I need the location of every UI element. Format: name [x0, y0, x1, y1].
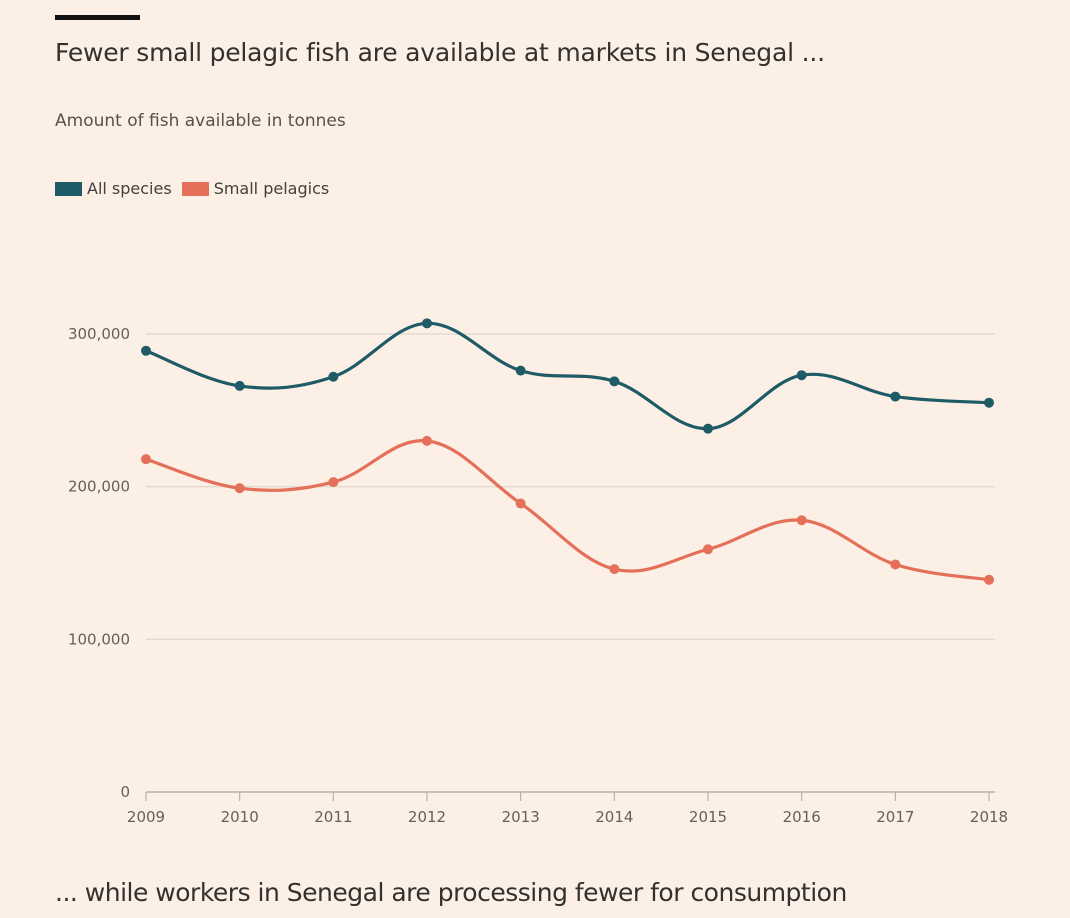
data-point-all-species	[890, 391, 901, 402]
data-point-all-species	[328, 371, 339, 382]
legend: All species Small pelagics	[55, 179, 339, 198]
chart-subtitle: Amount of fish available in tonnes	[55, 111, 346, 131]
legend-label-all-species: All species	[87, 179, 172, 198]
data-point-all-species	[234, 380, 245, 391]
data-point-all-species	[796, 370, 807, 381]
series-lines	[141, 318, 994, 585]
header-rule	[55, 15, 140, 20]
data-point-all-species	[703, 423, 713, 434]
data-point-all-species	[984, 397, 994, 408]
y-tick-label: 0	[120, 783, 130, 801]
series-line-small-pelagics	[144, 439, 991, 582]
series-small-pelagics	[141, 435, 994, 585]
x-tick-label: 2010	[221, 808, 259, 826]
data-point-small-pelagics	[609, 564, 620, 575]
x-tick-label: 2017	[876, 808, 914, 826]
data-point-small-pelagics	[422, 435, 432, 446]
chart-title: Fewer small pelagic fish are available a…	[55, 38, 825, 67]
series-line-all-species	[144, 321, 991, 431]
data-point-small-pelagics	[890, 559, 901, 570]
y-axis: 0 100,000 200,000 300,000	[68, 325, 130, 801]
legend-item-all-species: All species	[55, 179, 172, 198]
data-point-small-pelagics	[234, 483, 245, 494]
data-point-small-pelagics	[703, 544, 713, 555]
gridlines	[146, 333, 995, 641]
y-tick-label: 200,000	[68, 478, 130, 496]
x-tick-label: 2013	[502, 808, 540, 826]
x-tick-label: 2009	[127, 808, 165, 826]
y-tick-label: 300,000	[68, 325, 130, 343]
data-point-all-species	[422, 318, 432, 329]
series-all-species	[141, 318, 994, 434]
data-point-small-pelagics	[328, 477, 339, 488]
legend-swatch-small-pelagics	[181, 181, 209, 196]
data-point-all-species	[141, 345, 151, 356]
data-point-all-species	[609, 376, 620, 387]
y-tick-label: 100,000	[68, 630, 130, 648]
legend-label-small-pelagics: Small pelagics	[213, 179, 330, 198]
x-tick-label: 2012	[408, 808, 446, 826]
x-tick-label: 2018	[970, 808, 1008, 826]
data-point-small-pelagics	[515, 498, 526, 509]
legend-swatch-all-species	[55, 181, 82, 196]
data-point-all-species	[515, 365, 526, 376]
x-tick-label: 2015	[689, 808, 727, 826]
x-tick-label: 2011	[314, 808, 352, 826]
data-point-small-pelagics	[796, 515, 807, 526]
data-point-small-pelagics	[984, 574, 994, 585]
x-axis: 2009 2010 2011 2012 2013 2014 2015 2016 2017 2018	[127, 791, 1008, 826]
data-point-small-pelagics	[141, 454, 151, 465]
legend-item-small-pelagics: Small pelagics	[181, 179, 330, 198]
x-tick-label: 2014	[595, 808, 633, 826]
next-chart-title: ... while workers in Senegal are process…	[55, 878, 847, 907]
x-tick-label: 2016	[783, 808, 821, 826]
